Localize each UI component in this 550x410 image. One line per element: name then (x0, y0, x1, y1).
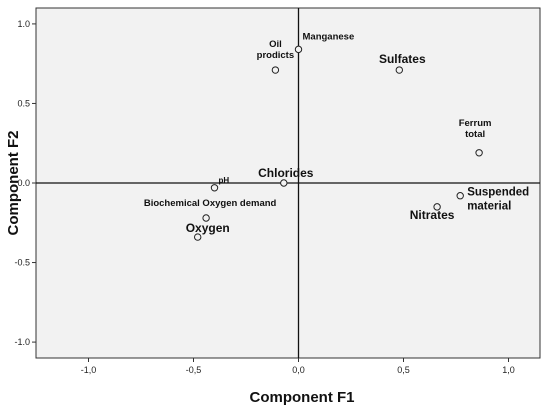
data-point (294, 45, 303, 54)
point-label: Manganese (303, 31, 355, 42)
data-point (395, 66, 403, 74)
point-label: Nitrates (410, 208, 455, 222)
point-label: Oxygen (186, 221, 230, 235)
data-point (456, 192, 464, 200)
point-label: Sulfates (379, 52, 426, 66)
point-label: Ferrum total (459, 118, 492, 140)
y-axis-title: Component F2 (5, 131, 22, 236)
y-tick-label: 0.0 (17, 178, 30, 188)
x-tick-label: -0,5 (186, 365, 202, 375)
data-point (433, 203, 441, 211)
data-point (271, 66, 280, 74)
point-label: Oil prodicts (257, 39, 294, 61)
point-label: pH (219, 176, 230, 185)
data-point (210, 184, 219, 192)
y-tick-label: -0.5 (14, 258, 30, 268)
x-tick-label: -1,0 (81, 365, 97, 375)
x-tick-label: 0,5 (397, 365, 410, 375)
point-label: Suspended material (467, 187, 529, 213)
data-point (202, 214, 210, 222)
data-point (194, 233, 202, 241)
data-point (475, 149, 483, 157)
data-point (280, 179, 288, 187)
y-tick-label: -1.0 (14, 337, 30, 347)
x-tick-label: 1,0 (502, 365, 515, 375)
y-tick-label: 1.0 (17, 19, 30, 29)
y-tick-label: 0.5 (17, 98, 30, 108)
x-tick-label: 0,0 (292, 365, 305, 375)
point-label: Biochemical Oxygen demand (144, 198, 277, 209)
x-axis-title: Component F1 (250, 389, 355, 406)
point-label: Chlorides (258, 166, 314, 180)
